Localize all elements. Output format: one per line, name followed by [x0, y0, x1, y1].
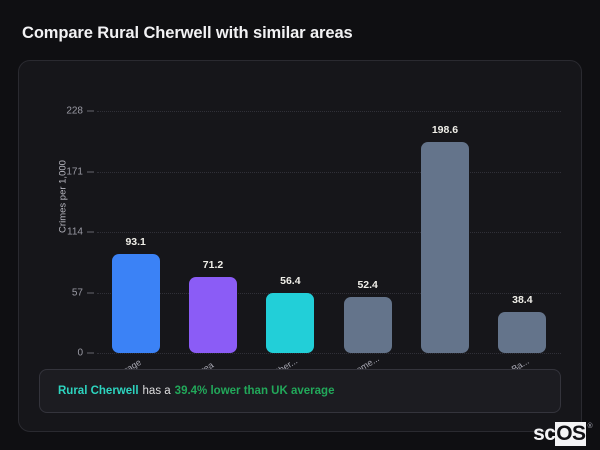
- scos-watermark: sc OS ®: [533, 422, 593, 446]
- gridline: [97, 292, 561, 294]
- y-tick-label: 57: [71, 287, 83, 298]
- bar-value-label: 56.4: [280, 275, 301, 288]
- page-title: Compare Rural Cherwell with similar area…: [22, 24, 353, 42]
- summary-delta: 39.4% lower than UK average: [174, 385, 335, 397]
- chart-plot-area: Crimes per 1,000 0 57 114 171 228 93.1UK Ave…: [19, 61, 583, 391]
- y-tick-mark: [87, 352, 94, 354]
- bar-value-label: 198.6: [431, 124, 459, 137]
- watermark-highlight: OS: [555, 422, 587, 446]
- gridline: [97, 111, 561, 112]
- y-tick-label: 0: [77, 347, 83, 359]
- bar-group[interactable]: 71.2Local Area: [174, 111, 237, 391]
- bar-group[interactable]: 93.1UK Average: [97, 111, 160, 391]
- y-tick-mark: [87, 231, 94, 233]
- y-tick-mark: [87, 110, 94, 112]
- y-axis-title: Crimes per 1,000: [57, 160, 69, 233]
- y-tick-mark: [87, 171, 94, 172]
- summary-connector: has a: [142, 385, 171, 397]
- bar[interactable]: [266, 293, 315, 353]
- y-tick-label: 171: [66, 166, 83, 177]
- bar-group[interactable]: 38.4Ingleby Ba...: [483, 111, 547, 391]
- y-tick-label: 228: [66, 105, 83, 117]
- gridline: [97, 232, 561, 233]
- bar-group[interactable]: 198.6Rhyl: [406, 111, 469, 391]
- bar-value-label: 71.2: [202, 259, 224, 272]
- gridline: [97, 353, 561, 354]
- summary-callout: Rural Cherwell has a 39.4% lower than UK…: [39, 369, 561, 413]
- bar-value-label: 93.1: [125, 236, 146, 249]
- chart-gridlines: 0 57 114 171 228: [66, 106, 561, 359]
- bar[interactable]: [343, 297, 392, 353]
- watermark-prefix: sc: [533, 422, 556, 445]
- bar-value-label: 52.4: [357, 279, 378, 292]
- bar[interactable]: [498, 312, 547, 353]
- chart-card: Crimes per 1,000 0 57 114 171 228 93.1UK Ave…: [18, 60, 582, 432]
- bar[interactable]: [421, 142, 469, 353]
- gridline: [97, 171, 561, 173]
- bar-value-label: 38.4: [512, 294, 533, 307]
- watermark-registered-icon: ®: [587, 423, 592, 430]
- y-tick-mark: [87, 292, 94, 293]
- summary-area-name: Rural Cherwell: [58, 385, 139, 397]
- y-tick-label: 114: [67, 226, 83, 238]
- bar[interactable]: [111, 254, 160, 353]
- bar[interactable]: [189, 277, 237, 353]
